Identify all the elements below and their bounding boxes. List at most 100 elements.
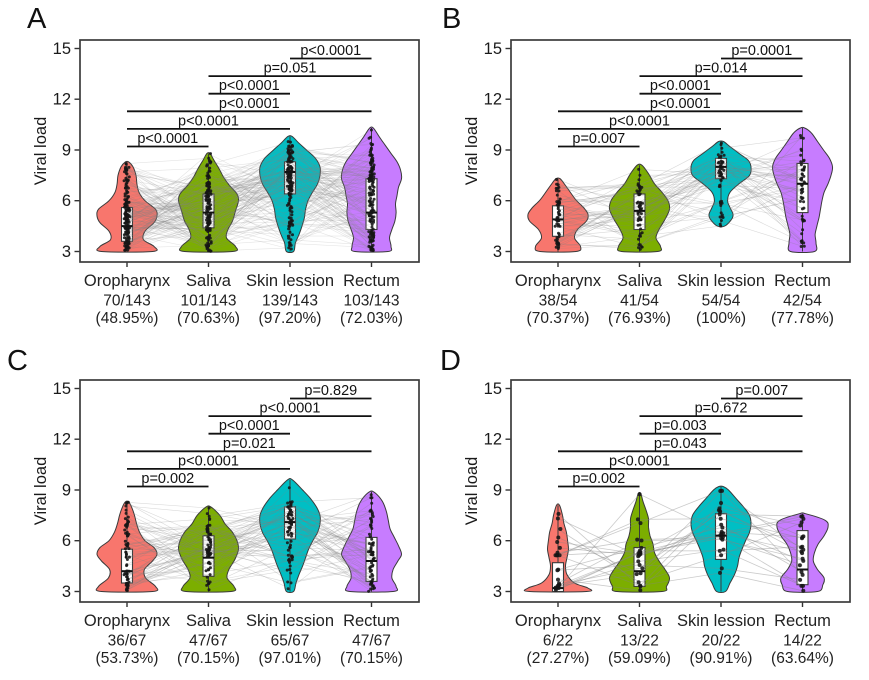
svg-text:p=0.043: p=0.043 bbox=[654, 436, 707, 452]
data-points-3 bbox=[367, 128, 376, 253]
x-category-label-0: Oropharynx 36/67(53.73%) bbox=[84, 612, 171, 667]
axis-ticks: 3 6 9 12 15 bbox=[484, 40, 804, 267]
panel-letter-c: C bbox=[7, 345, 28, 377]
svg-text:Rectum: Rectum bbox=[774, 272, 831, 290]
svg-text:p<0.0001: p<0.0001 bbox=[219, 78, 280, 94]
pvalue-bracket-3: p<0.0001 bbox=[639, 78, 721, 95]
svg-text:p<0.0001: p<0.0001 bbox=[609, 113, 670, 129]
svg-text:Skin lession: Skin lession bbox=[246, 612, 334, 630]
svg-text:15: 15 bbox=[53, 40, 71, 58]
svg-text:(63.64%): (63.64%) bbox=[771, 650, 834, 667]
pvalue-bracket-5: p=0.0001 bbox=[721, 43, 803, 60]
svg-text:(100%): (100%) bbox=[696, 310, 746, 327]
svg-text:12: 12 bbox=[484, 431, 502, 449]
svg-text:p<0.0001: p<0.0001 bbox=[260, 401, 321, 417]
data-points-3 bbox=[798, 134, 807, 248]
svg-text:Oropharynx: Oropharynx bbox=[84, 612, 171, 630]
svg-text:p=0.021: p=0.021 bbox=[223, 436, 276, 452]
svg-text:6: 6 bbox=[62, 192, 71, 210]
x-category-label-0: Oropharynx 6/22(27.27%) bbox=[515, 612, 602, 667]
violin-chart-a: p<0.0001p<0.0001p<0.0001p<0.0001p=0.051p… bbox=[32, 39, 420, 327]
svg-text:p=0.829: p=0.829 bbox=[304, 383, 357, 399]
svg-text:p<0.0001: p<0.0001 bbox=[137, 131, 198, 147]
svg-text:(48.95%): (48.95%) bbox=[96, 310, 159, 327]
y-axis-title: Viral load bbox=[463, 457, 481, 526]
svg-text:p<0.0001: p<0.0001 bbox=[650, 96, 711, 112]
svg-text:p=0.051: p=0.051 bbox=[264, 61, 317, 77]
svg-text:p=0.014: p=0.014 bbox=[695, 61, 748, 77]
svg-text:(70.63%): (70.63%) bbox=[177, 310, 240, 327]
svg-text:p=0.002: p=0.002 bbox=[141, 471, 194, 487]
svg-text:(97.01%): (97.01%) bbox=[259, 650, 322, 667]
svg-text:12: 12 bbox=[484, 91, 502, 109]
svg-text:47/67: 47/67 bbox=[352, 633, 391, 650]
x-category-label-1: Saliva 101/143(70.63%) bbox=[177, 272, 240, 327]
x-category-label-2: Skin lession 139/143(97.20%) bbox=[246, 272, 334, 327]
svg-text:14/22: 14/22 bbox=[783, 633, 822, 650]
data-points-1 bbox=[204, 152, 213, 253]
svg-text:(76.93%): (76.93%) bbox=[608, 310, 671, 327]
pvalue-bracket-3: p<0.0001 bbox=[208, 418, 290, 435]
pvalue-bracket-0: p=0.002 bbox=[127, 471, 209, 488]
svg-text:Saliva: Saliva bbox=[617, 272, 663, 290]
svg-text:(53.73%): (53.73%) bbox=[96, 650, 159, 667]
data-points-0 bbox=[553, 178, 562, 250]
y-axis-title: Viral load bbox=[463, 117, 481, 186]
svg-text:(70.37%): (70.37%) bbox=[527, 310, 590, 327]
x-category-label-0: Oropharynx 70/143(48.95%) bbox=[84, 272, 171, 327]
svg-text:Saliva: Saliva bbox=[186, 272, 232, 290]
pvalue-bracket-2: p<0.0001 bbox=[558, 96, 803, 113]
pvalue-bracket-1: p<0.0001 bbox=[127, 113, 290, 130]
pvalue-bracket-5: p=0.829 bbox=[290, 383, 372, 400]
pvalue-bracket-4: p=0.014 bbox=[639, 61, 803, 77]
svg-text:p<0.0001: p<0.0001 bbox=[609, 453, 670, 469]
plot-frame bbox=[79, 39, 420, 263]
svg-text:Skin lession: Skin lession bbox=[677, 612, 765, 630]
axis-ticks: 3 6 9 12 15 bbox=[53, 40, 373, 267]
svg-text:p=0.007: p=0.007 bbox=[735, 383, 788, 399]
svg-text:p=0.672: p=0.672 bbox=[695, 401, 748, 417]
data-points-0 bbox=[553, 511, 563, 592]
patient-pairing-lines bbox=[126, 129, 372, 252]
svg-text:Rectum: Rectum bbox=[343, 612, 400, 630]
svg-text:Oropharynx: Oropharynx bbox=[84, 272, 171, 290]
svg-text:38/54: 38/54 bbox=[539, 293, 578, 310]
svg-text:47/67: 47/67 bbox=[189, 633, 228, 650]
svg-text:(90.91%): (90.91%) bbox=[690, 650, 753, 667]
pvalue-bracket-4: p=0.051 bbox=[208, 61, 372, 77]
svg-text:p<0.0001: p<0.0001 bbox=[219, 418, 280, 434]
svg-text:42/54: 42/54 bbox=[783, 293, 822, 310]
x-category-label-2: Skin lession 65/67(97.01%) bbox=[246, 612, 334, 667]
data-points-0 bbox=[122, 162, 132, 252]
svg-text:(77.78%): (77.78%) bbox=[771, 310, 834, 327]
patient-pairing-lines bbox=[126, 487, 372, 592]
plot-frame bbox=[510, 39, 851, 263]
svg-text:p<0.0001: p<0.0001 bbox=[219, 96, 280, 112]
svg-text:65/67: 65/67 bbox=[271, 633, 310, 650]
svg-text:6: 6 bbox=[493, 192, 502, 210]
pvalue-bracket-0: p=0.007 bbox=[558, 131, 640, 148]
pvalue-bracket-3: p=0.003 bbox=[639, 418, 721, 435]
svg-text:p<0.0001: p<0.0001 bbox=[300, 43, 361, 59]
panel-a: A p<0.0001 p<0.0001 p<0.0001 p<0.0001 p=0.05… bbox=[0, 0, 434, 340]
svg-text:12: 12 bbox=[53, 91, 71, 109]
panel-letter-a: A bbox=[27, 3, 47, 35]
x-category-label-2: Skin lession 20/22(90.91%) bbox=[677, 612, 765, 667]
x-category-label-3: Rectum 42/54(77.78%) bbox=[771, 272, 834, 327]
plot-frame bbox=[510, 379, 851, 603]
pvalue-bracket-1: p<0.0001 bbox=[558, 113, 721, 130]
svg-text:(27.27%): (27.27%) bbox=[527, 650, 590, 667]
svg-text:9: 9 bbox=[493, 142, 502, 160]
data-points-3 bbox=[797, 514, 806, 593]
svg-text:Skin lession: Skin lession bbox=[677, 272, 765, 290]
violin-chart-b: p=0.007p<0.0001p<0.0001p<0.0001p=0.014p=… bbox=[463, 39, 851, 327]
y-axis-title: Viral load bbox=[32, 117, 50, 186]
data-points-1 bbox=[634, 492, 645, 593]
svg-text:41/54: 41/54 bbox=[620, 293, 659, 310]
svg-text:70/143: 70/143 bbox=[103, 293, 150, 310]
svg-text:3: 3 bbox=[493, 583, 502, 601]
svg-text:p=0.003: p=0.003 bbox=[654, 418, 707, 434]
pvalue-bracket-0: p=0.002 bbox=[558, 471, 640, 488]
svg-text:3: 3 bbox=[62, 243, 71, 261]
